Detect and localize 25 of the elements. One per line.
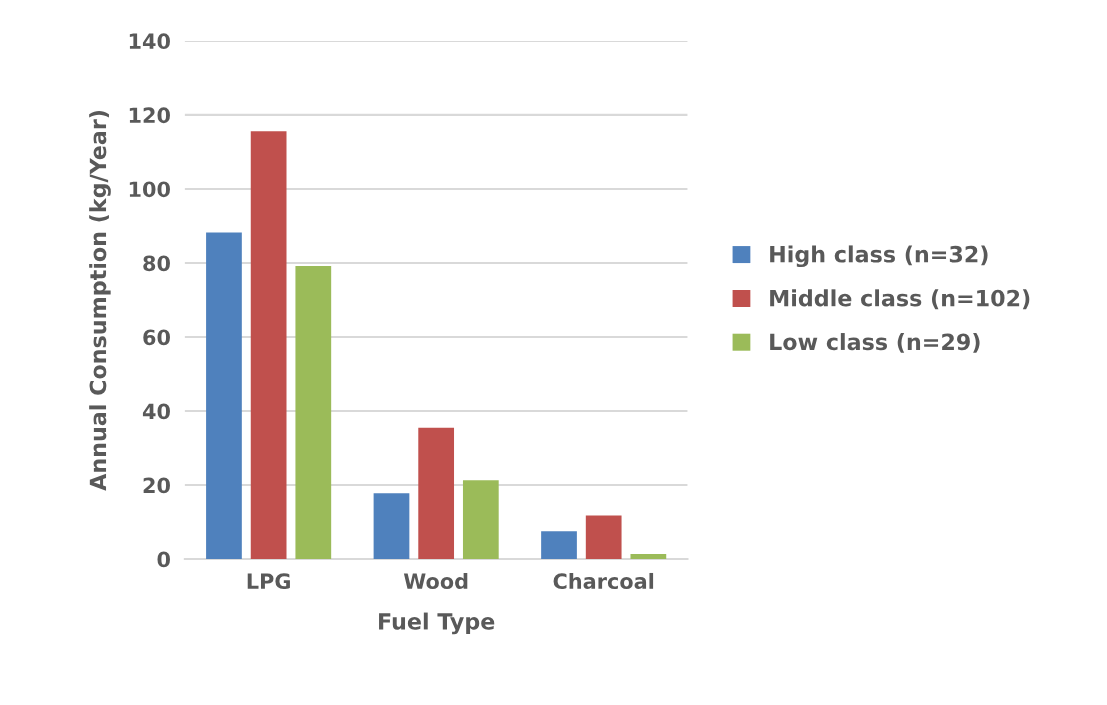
- x-axis-title: Fuel Type: [379, 612, 495, 635]
- y-tick-label: 100: [129, 181, 170, 198]
- bar: [250, 131, 287, 560]
- legend-label: High class (n=32): [770, 245, 988, 268]
- y-tick-label: 60: [143, 329, 170, 346]
- bar: [630, 553, 667, 560]
- legend-label: Low class (n=29): [770, 333, 980, 353]
- bar: [373, 493, 410, 560]
- bar: [295, 265, 332, 560]
- y-axis-title: Annual Consumption (kg/Year): [89, 110, 111, 491]
- y-tick-label: 140: [129, 33, 170, 50]
- legend-label: Middle class (n=102): [770, 289, 1030, 310]
- y-tick-label: 80: [143, 255, 170, 272]
- y-tick-label: 0: [157, 551, 170, 568]
- bar: [206, 232, 242, 560]
- bar: [585, 515, 622, 560]
- bar: [418, 427, 455, 560]
- x-tick-label: LPG: [247, 573, 290, 590]
- y-tick-label: 40: [142, 403, 170, 420]
- y-tick-label: 20: [143, 477, 170, 494]
- x-tick-label: Wood: [403, 572, 468, 590]
- y-tick-label: 120: [129, 107, 170, 124]
- bar: [541, 531, 577, 560]
- bar: [462, 480, 499, 560]
- x-tick-label: Charcoal: [553, 572, 654, 590]
